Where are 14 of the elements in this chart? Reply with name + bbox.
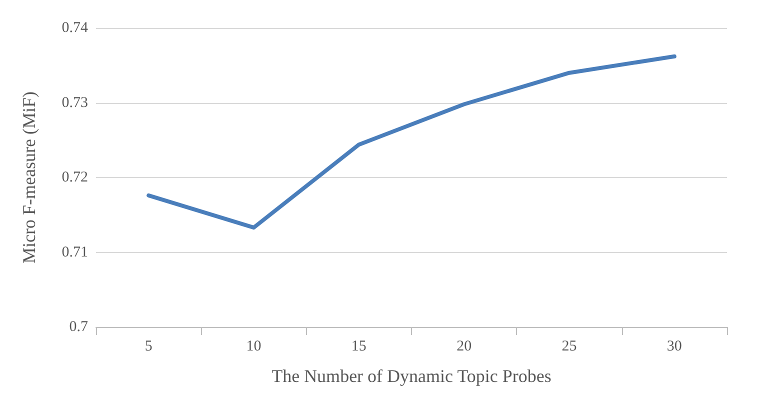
y-tick-label: 0.7	[69, 319, 88, 335]
line-series	[146, 54, 676, 230]
x-tick-label: 10	[246, 338, 262, 354]
x-axis-title: The Number of Dynamic Topic Probes	[272, 366, 552, 386]
y-tick-label: 0.71	[62, 244, 88, 260]
x-tick-label: 5	[144, 338, 152, 354]
y-tick-label: 0.73	[62, 94, 88, 111]
x-tick-label: 15	[351, 338, 366, 354]
x-tick-label: 25	[562, 338, 577, 354]
y-tick-label: 0.72	[62, 170, 88, 186]
x-tick-label: 20	[456, 338, 472, 354]
y-tick-label: 0.74	[62, 20, 88, 36]
y-axis-title: Micro F-measure (MiF)	[19, 92, 39, 264]
x-tick-label: 30	[666, 338, 682, 354]
